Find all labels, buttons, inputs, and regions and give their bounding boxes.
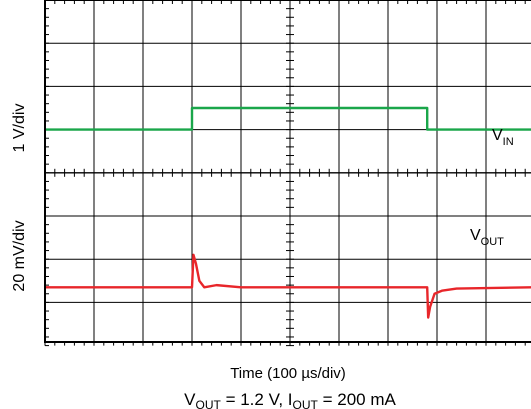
caption-vout-sub: OUT (196, 398, 222, 409)
y-axis-label-top: 1 V/div (11, 104, 28, 153)
trace-out (45, 253, 531, 319)
caption-vout-main: V (184, 390, 196, 409)
scope-grid (44, 0, 531, 347)
trace-in (45, 106, 531, 131)
x-axis-label: Time (100 µs/div) (230, 365, 346, 382)
series-label-vin-main: V (492, 127, 503, 144)
caption-vout-rest: = 1.2 V, I (221, 390, 293, 409)
scope-traces (45, 106, 531, 319)
series-label-vout-sub: OUT (481, 236, 505, 248)
caption-iout-rest: = 200 mA (318, 390, 397, 409)
plot-frame (44, 0, 531, 343)
series-label-vin: VIN (492, 127, 514, 148)
caption-iout-sub: OUT (293, 398, 319, 409)
chart-caption: VOUT = 1.2 V, IOUT = 200 mA (184, 390, 396, 409)
series-label-vout-main: V (470, 227, 481, 244)
series-label-vout: VOUT (470, 227, 504, 248)
series-label-vin-sub: IN (503, 136, 514, 148)
y-axis-label-bottom: 20 mV/div (11, 220, 28, 291)
